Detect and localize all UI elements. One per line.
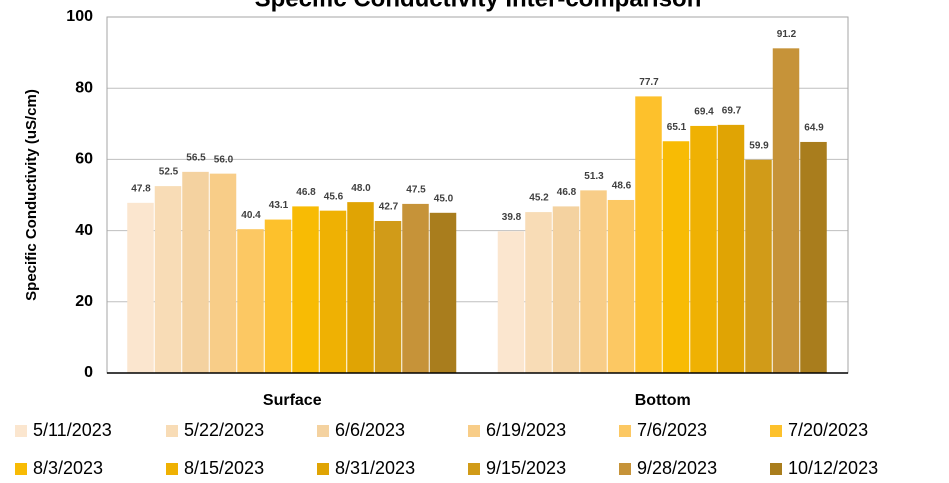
y-tick-label: 60 (75, 151, 93, 168)
legend-label: 5/11/2023 (33, 420, 112, 440)
y-tick-label: 80 (75, 79, 93, 96)
bar (127, 202, 154, 373)
legend-label: 10/12/2023 (788, 458, 878, 478)
value-label: 46.8 (296, 187, 316, 198)
value-label: 65.1 (667, 122, 687, 133)
legend-label: 5/22/2023 (184, 420, 264, 440)
bar (154, 186, 182, 373)
legend-label: 6/19/2023 (486, 420, 566, 440)
legend-swatch (468, 425, 480, 437)
value-label: 47.5 (406, 185, 426, 196)
bar (800, 141, 827, 373)
legend-label: 8/3/2023 (33, 458, 103, 478)
bar (237, 229, 264, 373)
value-label: 45.0 (434, 193, 454, 204)
legend-swatch (619, 425, 631, 437)
y-tick-label: 20 (75, 293, 93, 310)
value-label: 51.3 (584, 171, 604, 182)
value-label: 91.2 (777, 29, 797, 40)
bar (552, 206, 580, 373)
bar (374, 220, 402, 373)
bar (772, 48, 800, 373)
legend-swatch (15, 463, 27, 475)
legend-swatch (317, 463, 329, 475)
legend-label: 7/6/2023 (637, 420, 707, 440)
bar (745, 159, 772, 373)
bar (662, 141, 690, 373)
bar (292, 206, 319, 373)
bar (264, 219, 292, 373)
value-label: 56.5 (186, 153, 206, 164)
bar (717, 124, 745, 373)
y-axis-label: Specific Conductivity (uS/cm) (23, 89, 40, 301)
legend-swatch (15, 425, 27, 437)
value-label: 56.0 (214, 154, 234, 165)
legend-swatch (166, 463, 178, 475)
bar (635, 96, 662, 373)
legend-label: 9/28/2023 (637, 458, 717, 478)
value-label: 64.9 (804, 123, 824, 134)
y-tick-label: 100 (66, 8, 93, 25)
legend-swatch (770, 463, 782, 475)
value-label: 40.4 (241, 210, 261, 221)
legend-swatch (468, 463, 480, 475)
value-label: 43.1 (269, 200, 289, 211)
legend-label: 8/15/2023 (184, 458, 264, 478)
value-label: 45.2 (529, 193, 549, 204)
bar (182, 171, 209, 373)
value-label: 59.9 (749, 140, 769, 151)
bar (580, 190, 607, 373)
value-label: 52.5 (159, 167, 179, 178)
bar (319, 210, 347, 373)
value-label: 48.0 (351, 183, 371, 194)
bar (429, 212, 457, 373)
y-tick-label: 0 (84, 364, 93, 381)
value-label: 48.6 (612, 181, 632, 192)
x-tick-label: Bottom (635, 392, 691, 409)
legend-swatch (317, 425, 329, 437)
bar (347, 202, 374, 373)
value-label: 45.6 (324, 191, 344, 202)
value-label: 69.7 (722, 106, 742, 117)
legend-swatch (619, 463, 631, 475)
value-label: 39.8 (502, 212, 522, 223)
chart-title: Specific Conductivity Inter-comparison (255, 0, 702, 12)
y-tick-label: 40 (75, 222, 93, 239)
legend-label: 6/6/2023 (335, 420, 405, 440)
legend-label: 9/15/2023 (486, 458, 566, 478)
value-label: 46.8 (557, 187, 577, 198)
x-tick-label: Surface (263, 392, 322, 409)
legend-label: 8/31/2023 (335, 458, 415, 478)
value-label: 77.7 (639, 77, 659, 88)
legend-label: 7/20/2023 (788, 420, 868, 440)
bar (497, 231, 525, 373)
legend-swatch (770, 425, 782, 437)
value-label: 47.8 (131, 183, 151, 194)
bar (402, 203, 429, 373)
bar (209, 173, 237, 373)
value-label: 69.4 (694, 107, 714, 118)
bar (525, 212, 552, 373)
bar (607, 199, 635, 373)
legend-swatch (166, 425, 178, 437)
value-label: 42.7 (379, 202, 399, 213)
bar (690, 125, 717, 373)
